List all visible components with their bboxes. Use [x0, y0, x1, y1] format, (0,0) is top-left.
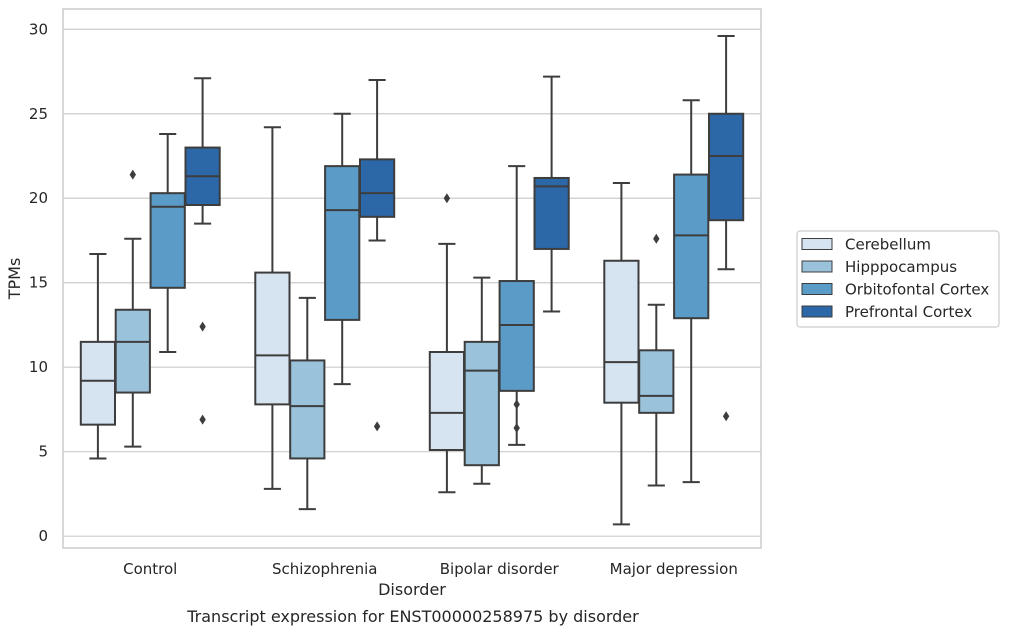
box-group — [533, 75, 570, 313]
x-tick-label: Schizophrenia — [272, 560, 377, 578]
box — [638, 349, 675, 414]
box-group — [254, 126, 291, 490]
legend: Cerebellum Hipppocampus Orbitofontal Corte… — [796, 230, 1000, 328]
chart-caption: Transcript expression for ENST0000025897… — [186, 607, 639, 626]
legend-swatch — [801, 238, 833, 250]
y-tick-label: 30 — [29, 20, 48, 38]
y-axis-label: TPMs — [5, 258, 24, 301]
box — [603, 259, 640, 404]
outlier-point — [513, 399, 520, 410]
box — [428, 351, 466, 451]
legend-item: Hipppocampus — [801, 258, 957, 276]
outlier-point — [129, 169, 136, 180]
box-group — [324, 112, 361, 386]
y-axis-ticks: 0 5 10 15 20 25 30 — [29, 20, 48, 545]
outlier-point — [513, 423, 520, 434]
box-group — [184, 77, 221, 425]
legend-swatch — [801, 283, 833, 295]
legend-item: Prefrontal Cortex — [801, 303, 972, 321]
legend-label: Prefrontal Cortex — [845, 303, 972, 321]
outlier-point — [722, 411, 730, 422]
box-group — [463, 276, 500, 485]
legend-label: Orbitofontal Cortex — [845, 281, 989, 299]
outlier-point — [653, 233, 660, 244]
box-group — [498, 165, 535, 446]
box — [114, 308, 151, 394]
x-axis-label: Disorder — [378, 580, 446, 599]
outlier-point — [373, 421, 381, 432]
legend-swatch — [801, 260, 833, 273]
outlier-point — [443, 193, 451, 204]
box-group — [707, 35, 745, 422]
box — [254, 271, 291, 406]
legend-label: Hipppocampus — [845, 258, 957, 276]
legend-swatch — [801, 305, 833, 318]
box-group — [358, 78, 396, 432]
box — [463, 340, 500, 467]
legend-frame — [796, 230, 1000, 328]
x-tick-label: Control — [123, 560, 177, 578]
box-group — [149, 133, 186, 353]
legend-label: Cerebellum — [845, 236, 931, 254]
box-group — [638, 233, 675, 487]
y-tick-label: 5 — [38, 443, 48, 461]
box — [79, 340, 117, 426]
outlier-point — [199, 321, 206, 332]
outlier-point — [199, 414, 206, 425]
box — [498, 280, 535, 392]
y-tick-label: 25 — [29, 105, 48, 123]
box-group — [79, 253, 117, 460]
plot-frame — [62, 8, 762, 549]
x-tick-label: Bipolar disorder — [440, 560, 560, 578]
box-group — [289, 296, 326, 511]
box — [324, 165, 361, 321]
x-axis-ticks: Control Schizophrenia Bipolar disorder Majo… — [123, 560, 738, 578]
box-plot-area — [79, 35, 745, 526]
box-group — [114, 169, 151, 448]
box-group — [603, 182, 640, 526]
box — [533, 176, 570, 250]
y-tick-label: 0 — [38, 527, 48, 545]
legend-item: Cerebellum — [801, 236, 931, 254]
box — [149, 192, 186, 289]
box — [289, 359, 326, 460]
x-tick-label: Major depression — [610, 560, 738, 578]
y-tick-label: 10 — [29, 358, 48, 376]
box-group — [673, 99, 710, 484]
legend-item: Orbitofontal Cortex — [801, 281, 989, 299]
y-tick-label: 20 — [29, 189, 48, 207]
box — [673, 173, 710, 320]
box — [358, 158, 396, 218]
box-group — [428, 193, 466, 494]
y-tick-label: 15 — [29, 274, 48, 292]
box — [707, 112, 745, 222]
